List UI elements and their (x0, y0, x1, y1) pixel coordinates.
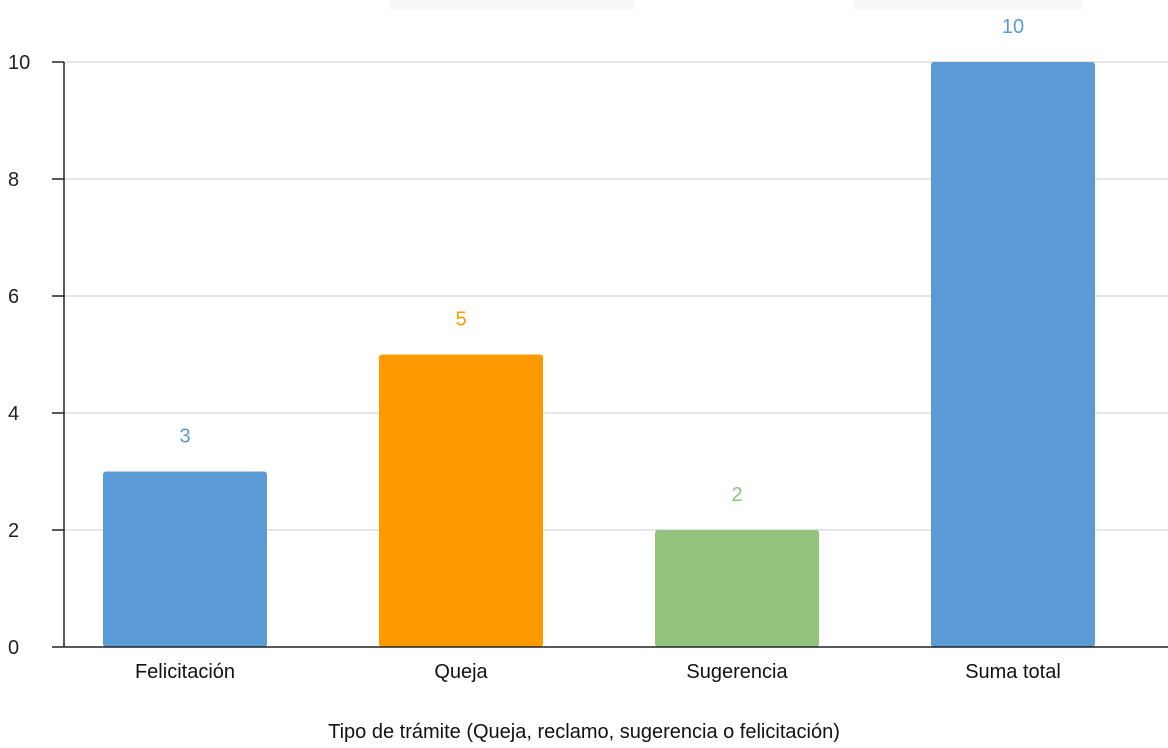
bar-value-label: 2 (731, 484, 742, 506)
bar (379, 354, 543, 647)
y-tick-label: 6 (8, 286, 19, 308)
y-tick-label: 0 (8, 637, 19, 659)
x-tick-label: Sugerencia (686, 661, 788, 683)
x-tick-label: Felicitación (135, 661, 235, 683)
value-labels: 3 5 2 10 (179, 16, 1024, 506)
y-tick-label: 10 (8, 52, 30, 74)
x-tick-label: Suma total (965, 661, 1061, 683)
bar (931, 62, 1095, 647)
y-tick-label: 8 (8, 169, 19, 191)
y-tick-label: 2 (8, 520, 19, 542)
header-block-right (854, 0, 1082, 10)
y-axis-ticks: 0 2 4 6 8 10 (8, 52, 64, 659)
bar (103, 471, 267, 647)
bars (103, 62, 1095, 647)
x-tick-label: Queja (434, 661, 488, 683)
bar (655, 530, 819, 647)
x-axis-labels: Felicitación Queja Sugerencia Suma total (135, 661, 1061, 683)
bar-value-label: 3 (179, 426, 190, 448)
header-block-left (390, 0, 634, 10)
y-tick-label: 4 (8, 403, 19, 425)
bar-value-label: 5 (455, 309, 466, 331)
x-axis-title: Tipo de trámite (Queja, reclamo, sugeren… (328, 721, 840, 743)
bar-value-label: 10 (1002, 16, 1024, 38)
